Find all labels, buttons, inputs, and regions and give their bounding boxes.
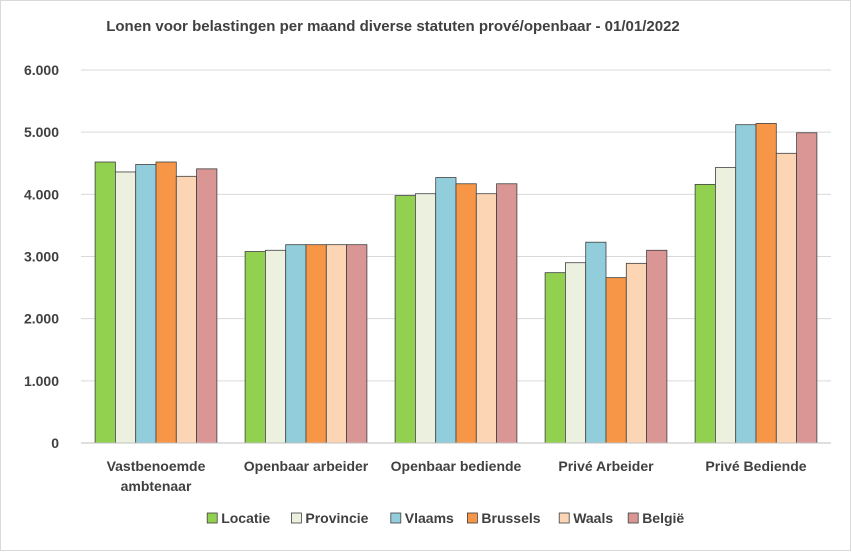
bar-vlaams xyxy=(135,164,157,444)
bar-vlaams xyxy=(285,244,307,444)
y-tick-label: 0 xyxy=(51,435,59,451)
legend-swatch-provincie xyxy=(290,512,302,524)
bar-locatie xyxy=(244,251,266,444)
y-axis-ticks: 0 1.000 2.000 3.000 4.000 5.000 6.000 xyxy=(24,62,59,451)
x-tick-label: Privé Arbeider xyxy=(558,458,654,474)
bar-waals xyxy=(475,193,497,444)
legend-label-belgië: België xyxy=(642,510,684,526)
y-tick-label: 3.000 xyxy=(24,249,59,265)
bar-waals xyxy=(175,175,198,444)
legend-label-vlaams: Vlaams xyxy=(405,510,454,526)
bar-provincie xyxy=(565,262,587,444)
x-tick-label: ambtenaar xyxy=(121,478,192,494)
y-tick-label: 1.000 xyxy=(24,373,59,389)
bar-belgië xyxy=(646,249,668,444)
bar-waals xyxy=(625,262,647,444)
legend-swatch-belgië xyxy=(627,512,639,524)
y-tick-label: 5.000 xyxy=(24,124,59,140)
bar-provincie xyxy=(715,167,737,444)
legend-label-brussels: Brussels xyxy=(481,510,540,526)
x-tick-label: Privé Bediende xyxy=(705,458,806,474)
legend-swatch-waals xyxy=(558,512,570,524)
legend-swatch-locatie xyxy=(206,512,218,524)
bar-waals xyxy=(775,152,797,444)
y-tick-label: 6.000 xyxy=(24,62,59,78)
y-tick-label: 2.000 xyxy=(24,311,59,327)
bar-belgië xyxy=(196,168,218,444)
chart-title: Lonen voor belastingen per maand diverse… xyxy=(106,18,680,35)
bar-belgië xyxy=(346,244,368,444)
x-axis-ticks: Vastbenoemde ambtenaar Openbaar arbeider Op… xyxy=(107,458,807,494)
bars xyxy=(94,123,818,444)
bar-waals xyxy=(325,244,347,444)
legend-label-locatie: Locatie xyxy=(221,510,270,526)
bar-brussels xyxy=(305,244,327,444)
bar-locatie xyxy=(94,161,116,444)
bar-brussels xyxy=(455,183,477,444)
bar-locatie xyxy=(544,272,566,444)
x-tick-label: Openbaar arbeider xyxy=(244,458,369,474)
legend-label-waals: Waals xyxy=(573,510,613,526)
y-tick-label: 4.000 xyxy=(24,186,59,202)
bar-vlaams xyxy=(585,241,607,444)
bar-brussels xyxy=(605,277,627,444)
bar-provincie xyxy=(115,171,137,444)
x-tick-label: Openbaar bediende xyxy=(391,458,522,474)
bar-belgië xyxy=(496,183,518,444)
legend-swatch-vlaams xyxy=(390,512,402,524)
bar-vlaams xyxy=(435,177,457,444)
bar-brussels xyxy=(155,161,177,444)
bar-locatie xyxy=(394,195,416,444)
bar-locatie xyxy=(694,183,716,444)
legend: Locatie Provincie Vlaams Brussels Waals Belgi… xyxy=(206,510,684,526)
x-tick-label: Vastbenoemde xyxy=(107,458,206,474)
bar-belgië xyxy=(796,132,818,444)
legend-swatch-brussels xyxy=(466,512,478,524)
legend-label-provincie: Provincie xyxy=(305,510,368,526)
bar-provincie xyxy=(264,249,287,444)
bar-provincie xyxy=(414,193,437,444)
bar-vlaams xyxy=(735,124,757,444)
bar-brussels xyxy=(755,123,777,444)
